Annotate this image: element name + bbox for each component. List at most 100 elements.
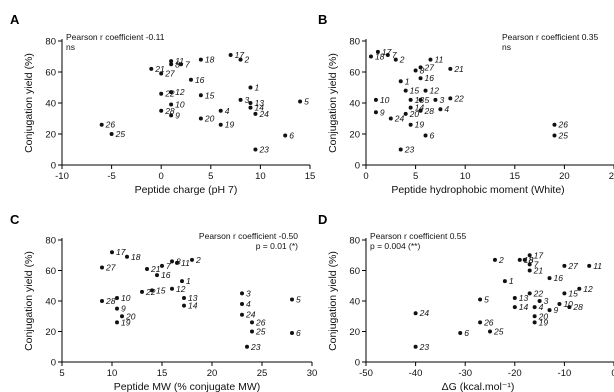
data-point-label: 24: [394, 114, 405, 124]
data-point-label: 11: [181, 258, 190, 268]
data-point: [562, 291, 567, 296]
y-tick-label: 0: [51, 358, 56, 369]
data-point-label: 16: [195, 75, 205, 85]
x-tick-label: 15: [510, 171, 521, 182]
data-point: [115, 295, 119, 300]
y-tick-label: 0: [355, 161, 360, 172]
x-tick-label: 10: [460, 171, 471, 182]
x-tick-label: 30: [307, 368, 318, 379]
panel-letter: A: [10, 12, 20, 27]
data-point-label: 10: [175, 100, 185, 110]
data-point-label: 23: [404, 145, 415, 155]
data-point: [149, 66, 154, 71]
data-point: [527, 268, 532, 273]
data-point: [532, 320, 537, 325]
data-point: [532, 305, 537, 310]
data-point-label: 8: [175, 59, 180, 69]
data-point-label: 12: [583, 284, 593, 294]
data-point-label: 3: [245, 95, 250, 105]
data-point-label: 14: [519, 302, 529, 312]
data-point-label: 15: [410, 86, 420, 96]
data-point-label: 4: [539, 302, 544, 312]
x-tick-label: 0: [611, 368, 614, 379]
data-point: [169, 102, 174, 107]
data-point: [458, 331, 463, 336]
data-point-label: 25: [493, 327, 504, 337]
data-point: [238, 57, 243, 62]
data-point: [527, 262, 532, 267]
data-point: [150, 288, 154, 293]
y-axis-label: Conjugation yield (%): [23, 251, 35, 351]
data-point-label: 5: [304, 96, 309, 106]
data-point-label: 23: [258, 145, 269, 155]
data-point-label: 18: [131, 252, 141, 262]
data-point-label: 27: [424, 62, 435, 72]
stat-annotation: Pearson r coefficient 0.55: [370, 231, 467, 241]
data-point: [283, 133, 288, 138]
data-point: [109, 132, 114, 136]
panel-letter: B: [318, 12, 327, 27]
y-tick-label: 0: [51, 161, 56, 172]
data-point-label: 26: [105, 120, 116, 130]
data-point: [398, 147, 403, 152]
y-tick-label: 20: [349, 327, 360, 338]
panel-b: B0510152025020406080Peptide hydrophobic …: [318, 12, 614, 196]
data-point: [115, 320, 119, 325]
y-axis-label: Conjugation yield (%): [327, 251, 339, 351]
data-point: [248, 105, 253, 110]
data-point: [169, 90, 174, 95]
y-tick-label: 40: [45, 297, 56, 308]
data-point: [120, 314, 124, 319]
data-point: [169, 59, 174, 64]
data-point-label: 6: [430, 131, 435, 141]
data-point: [298, 99, 303, 104]
data-point-label: 28: [424, 106, 435, 116]
data-point: [423, 88, 428, 93]
data-point: [228, 52, 233, 57]
x-tick-label: 10: [255, 171, 266, 182]
data-point-label: 8: [420, 65, 425, 75]
data-point: [413, 344, 418, 349]
data-point: [478, 320, 483, 325]
data-point-label: 13: [519, 293, 529, 303]
x-tick-label: 20: [559, 171, 570, 182]
data-point: [240, 312, 244, 317]
data-point: [198, 116, 203, 121]
y-tick-label: 40: [349, 297, 360, 308]
data-point-label: 12: [430, 86, 440, 96]
data-point: [403, 111, 408, 116]
x-tick-label: -10: [558, 368, 572, 379]
data-point-label: 17: [116, 247, 126, 257]
data-point-label: 17: [382, 47, 392, 57]
data-point: [418, 76, 423, 81]
y-tick-label: 40: [45, 99, 56, 110]
data-point: [100, 265, 104, 270]
x-tick-label: -10: [55, 171, 69, 182]
data-point-label: 14: [415, 103, 425, 113]
data-point: [418, 97, 423, 102]
data-point: [413, 311, 418, 316]
data-point: [182, 295, 186, 300]
data-point-label: 26: [483, 317, 494, 327]
data-point-label: 14: [254, 103, 264, 113]
data-point: [488, 329, 492, 334]
data-point: [388, 116, 393, 121]
data-point: [115, 306, 119, 311]
data-point: [418, 108, 423, 113]
data-point: [408, 105, 413, 110]
data-point-label: 9: [554, 305, 559, 315]
stat-annotation: Pearson r coefficient -0.11: [66, 32, 165, 42]
data-point: [240, 291, 244, 296]
data-point: [413, 68, 418, 73]
data-point: [198, 93, 203, 98]
y-tick-label: 20: [45, 327, 56, 338]
stat-annotation: p = 0.004 (**): [370, 241, 420, 251]
data-point-label: 12: [175, 87, 185, 97]
data-point: [253, 147, 258, 152]
data-point-label: 4: [444, 104, 449, 114]
data-point-label: 8: [176, 256, 181, 266]
data-point: [368, 54, 373, 59]
data-point: [169, 113, 174, 118]
y-tick-label: 80: [45, 236, 56, 247]
data-point-label: 13: [254, 98, 264, 108]
